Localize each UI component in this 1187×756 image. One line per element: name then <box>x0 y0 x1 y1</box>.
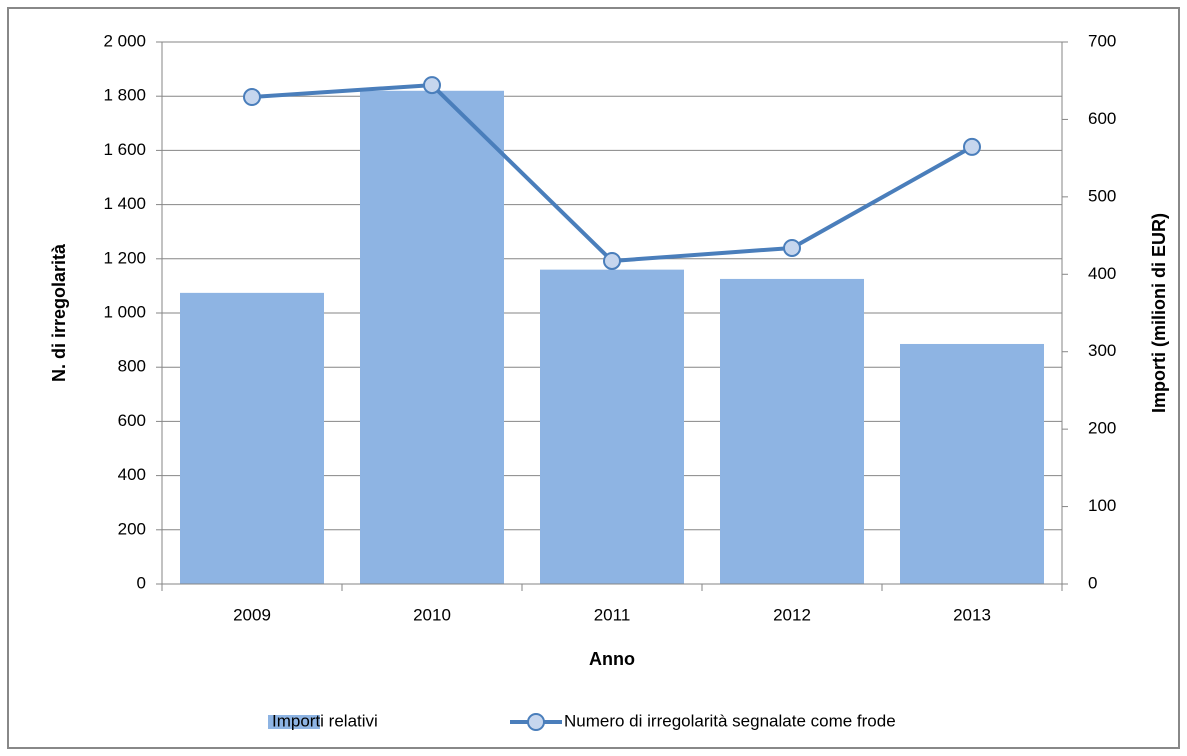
y2-tick-label: 300 <box>1088 341 1116 360</box>
bar <box>180 292 324 584</box>
bar <box>720 278 864 584</box>
y-tick-label: 1 200 <box>103 248 146 267</box>
x-tick-label: 2009 <box>233 605 271 624</box>
x-axis-title: Anno <box>589 649 635 669</box>
y2-tick-label: 400 <box>1088 264 1116 283</box>
bar <box>540 269 684 584</box>
y-tick-label: 1 600 <box>103 140 146 159</box>
x-tick-label: 2012 <box>773 605 811 624</box>
legend-swatch <box>268 715 320 729</box>
y2-axis-title: Importi (milioni di EUR) <box>1149 213 1169 413</box>
y-tick-label: 800 <box>118 357 146 376</box>
line-marker <box>783 238 801 257</box>
bar <box>360 90 504 584</box>
y-tick-label: 1 800 <box>103 86 146 105</box>
y-tick-label: 200 <box>118 519 146 538</box>
y-tick-label: 1 400 <box>103 194 146 213</box>
legend-marker <box>527 713 545 731</box>
line-marker <box>243 88 261 107</box>
y2-tick-label: 200 <box>1088 419 1116 438</box>
y2-tick-label: 700 <box>1088 31 1116 50</box>
x-tick-label: 2013 <box>953 605 991 624</box>
y-tick-label: 1 000 <box>103 302 146 321</box>
y-axis-title: N. di irregolarità <box>49 243 69 382</box>
y2-tick-label: 600 <box>1088 109 1116 128</box>
y-tick-label: 600 <box>118 411 146 430</box>
y-tick-label: 2 000 <box>103 31 146 50</box>
x-tick-label: 2011 <box>594 605 631 624</box>
line-marker <box>603 251 621 270</box>
bar <box>900 343 1044 584</box>
legend-label: Importi relativi <box>272 711 378 730</box>
y2-tick-label: 100 <box>1088 496 1116 515</box>
y2-tick-label: 0 <box>1088 573 1097 592</box>
legend-label: Numero di irregolarità segnalate come fr… <box>564 711 896 730</box>
line-marker <box>423 76 441 95</box>
y-tick-label: 400 <box>118 465 146 484</box>
line-marker <box>963 137 981 156</box>
y2-tick-label: 500 <box>1088 186 1116 205</box>
x-tick-label: 2010 <box>413 605 451 624</box>
y-tick-label: 0 <box>137 573 146 592</box>
